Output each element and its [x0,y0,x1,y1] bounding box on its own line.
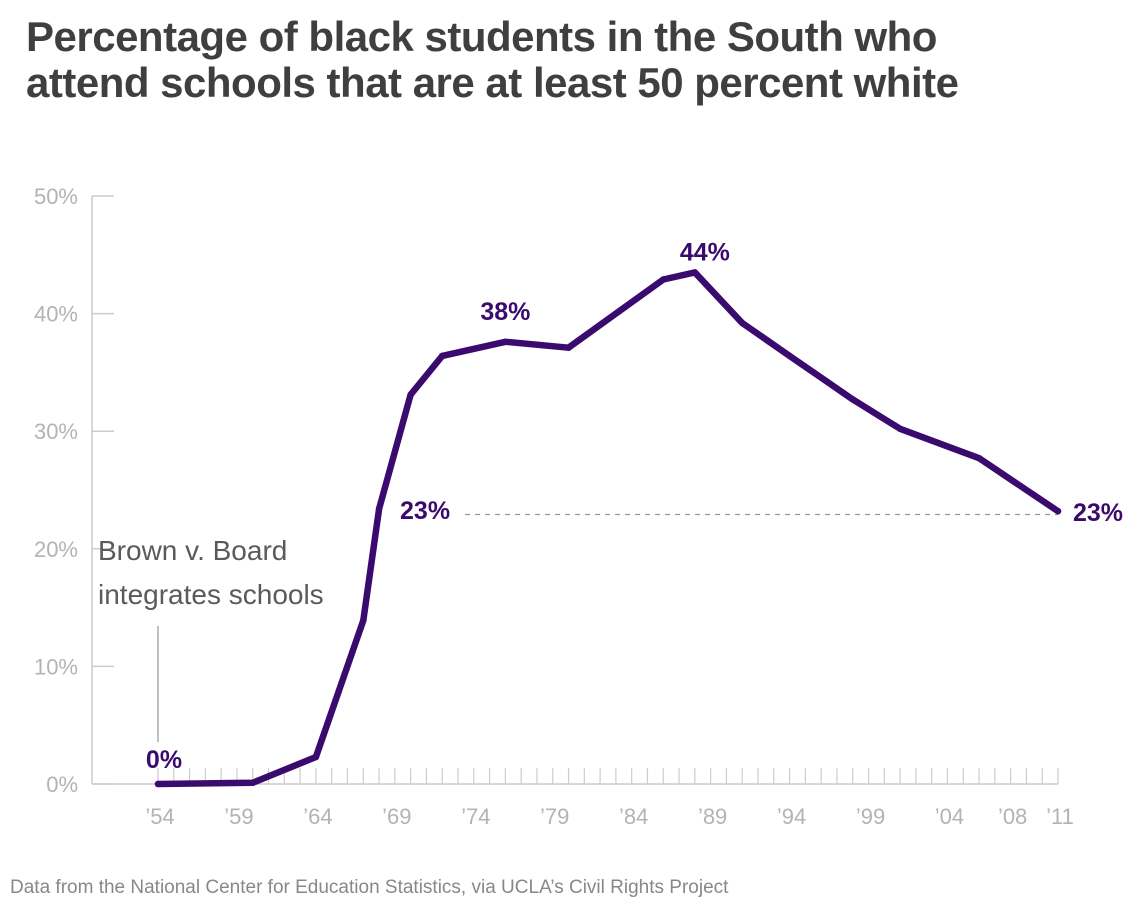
y-tick-label-30: 30% [34,419,78,444]
chart-title-line-1: Percentage of black students in the Sout… [26,13,937,60]
y-tick-label-10: 10% [34,654,78,679]
data-label-1954: 0% [146,746,182,774]
data-point-2001 [896,425,904,433]
data-point-1988 [691,269,699,276]
data-point-1994 [786,352,793,360]
data-labels-group: 0% 23% 38% 44% 23% [146,238,1123,774]
data-point-1967 [360,617,367,624]
data-point-1986 [660,276,667,283]
data-label-1968: 23% [400,497,450,525]
y-tick-label-20: 20% [34,537,78,562]
annotation-text-line-1: Brown v. Board [98,535,287,566]
data-label-2011: 23% [1073,499,1123,527]
x-tick-label-2008: ’08 [998,804,1027,829]
data-point-1991 [739,319,746,327]
x-tick-label-1964: ’64 [303,804,332,829]
y-tick-label-0: 0% [46,772,78,797]
data-point-1998 [849,396,856,403]
y-axis: 0% 10% 20% 30% 40% 50% [34,184,114,797]
x-axis: ’54 ’59 ’64 ’69 ’74 ’79 ’84 ’89 ’94 ’99 ’04 ’08 ’11 [92,768,1074,829]
x-tick-label-2011: ’11 [1046,804,1074,829]
x-tick-label-1954: ’54 [145,804,174,829]
data-point-2011 [1054,507,1062,515]
x-tick-label-1999: ’99 [856,804,885,829]
x-tick-label-1984: ’84 [619,804,648,829]
x-tick-label-1969: ’69 [382,804,411,829]
x-tick-label-1974: ’74 [461,804,490,829]
series-group [154,269,1062,788]
data-point-1976 [502,338,509,346]
data-point-1964 [312,753,320,761]
data-point-1954 [154,780,162,788]
annotation-text-line-2: integrates schools [98,579,324,610]
y-tick-label-50: 50% [34,184,78,209]
data-label-1988: 44% [680,238,730,266]
chart-title: Percentage of black students in the Sout… [26,14,1126,106]
data-point-1968 [375,505,383,513]
x-tick-label-1989: ’89 [698,804,727,829]
data-point-2006 [975,455,983,462]
source-note: Data from the National Center for Educat… [10,877,729,898]
series-line-0 [154,269,1062,788]
x-tick-label-1959: ’59 [224,804,253,829]
annotation-group: Brown v. Board integrates schools [98,535,324,742]
data-point-1960 [249,779,256,787]
y-tick-label-40: 40% [34,302,78,327]
data-point-1972 [439,352,446,360]
data-point-1970 [407,391,414,398]
data-label-1976: 38% [480,298,530,326]
data-point-1980 [565,344,572,351]
chart-title-line-2: attend schools that are at least 50 perc… [26,59,959,106]
x-tick-label-1994: ’94 [777,804,806,829]
x-tick-label-2004: ’04 [935,804,964,829]
x-tick-label-1979: ’79 [540,804,569,829]
